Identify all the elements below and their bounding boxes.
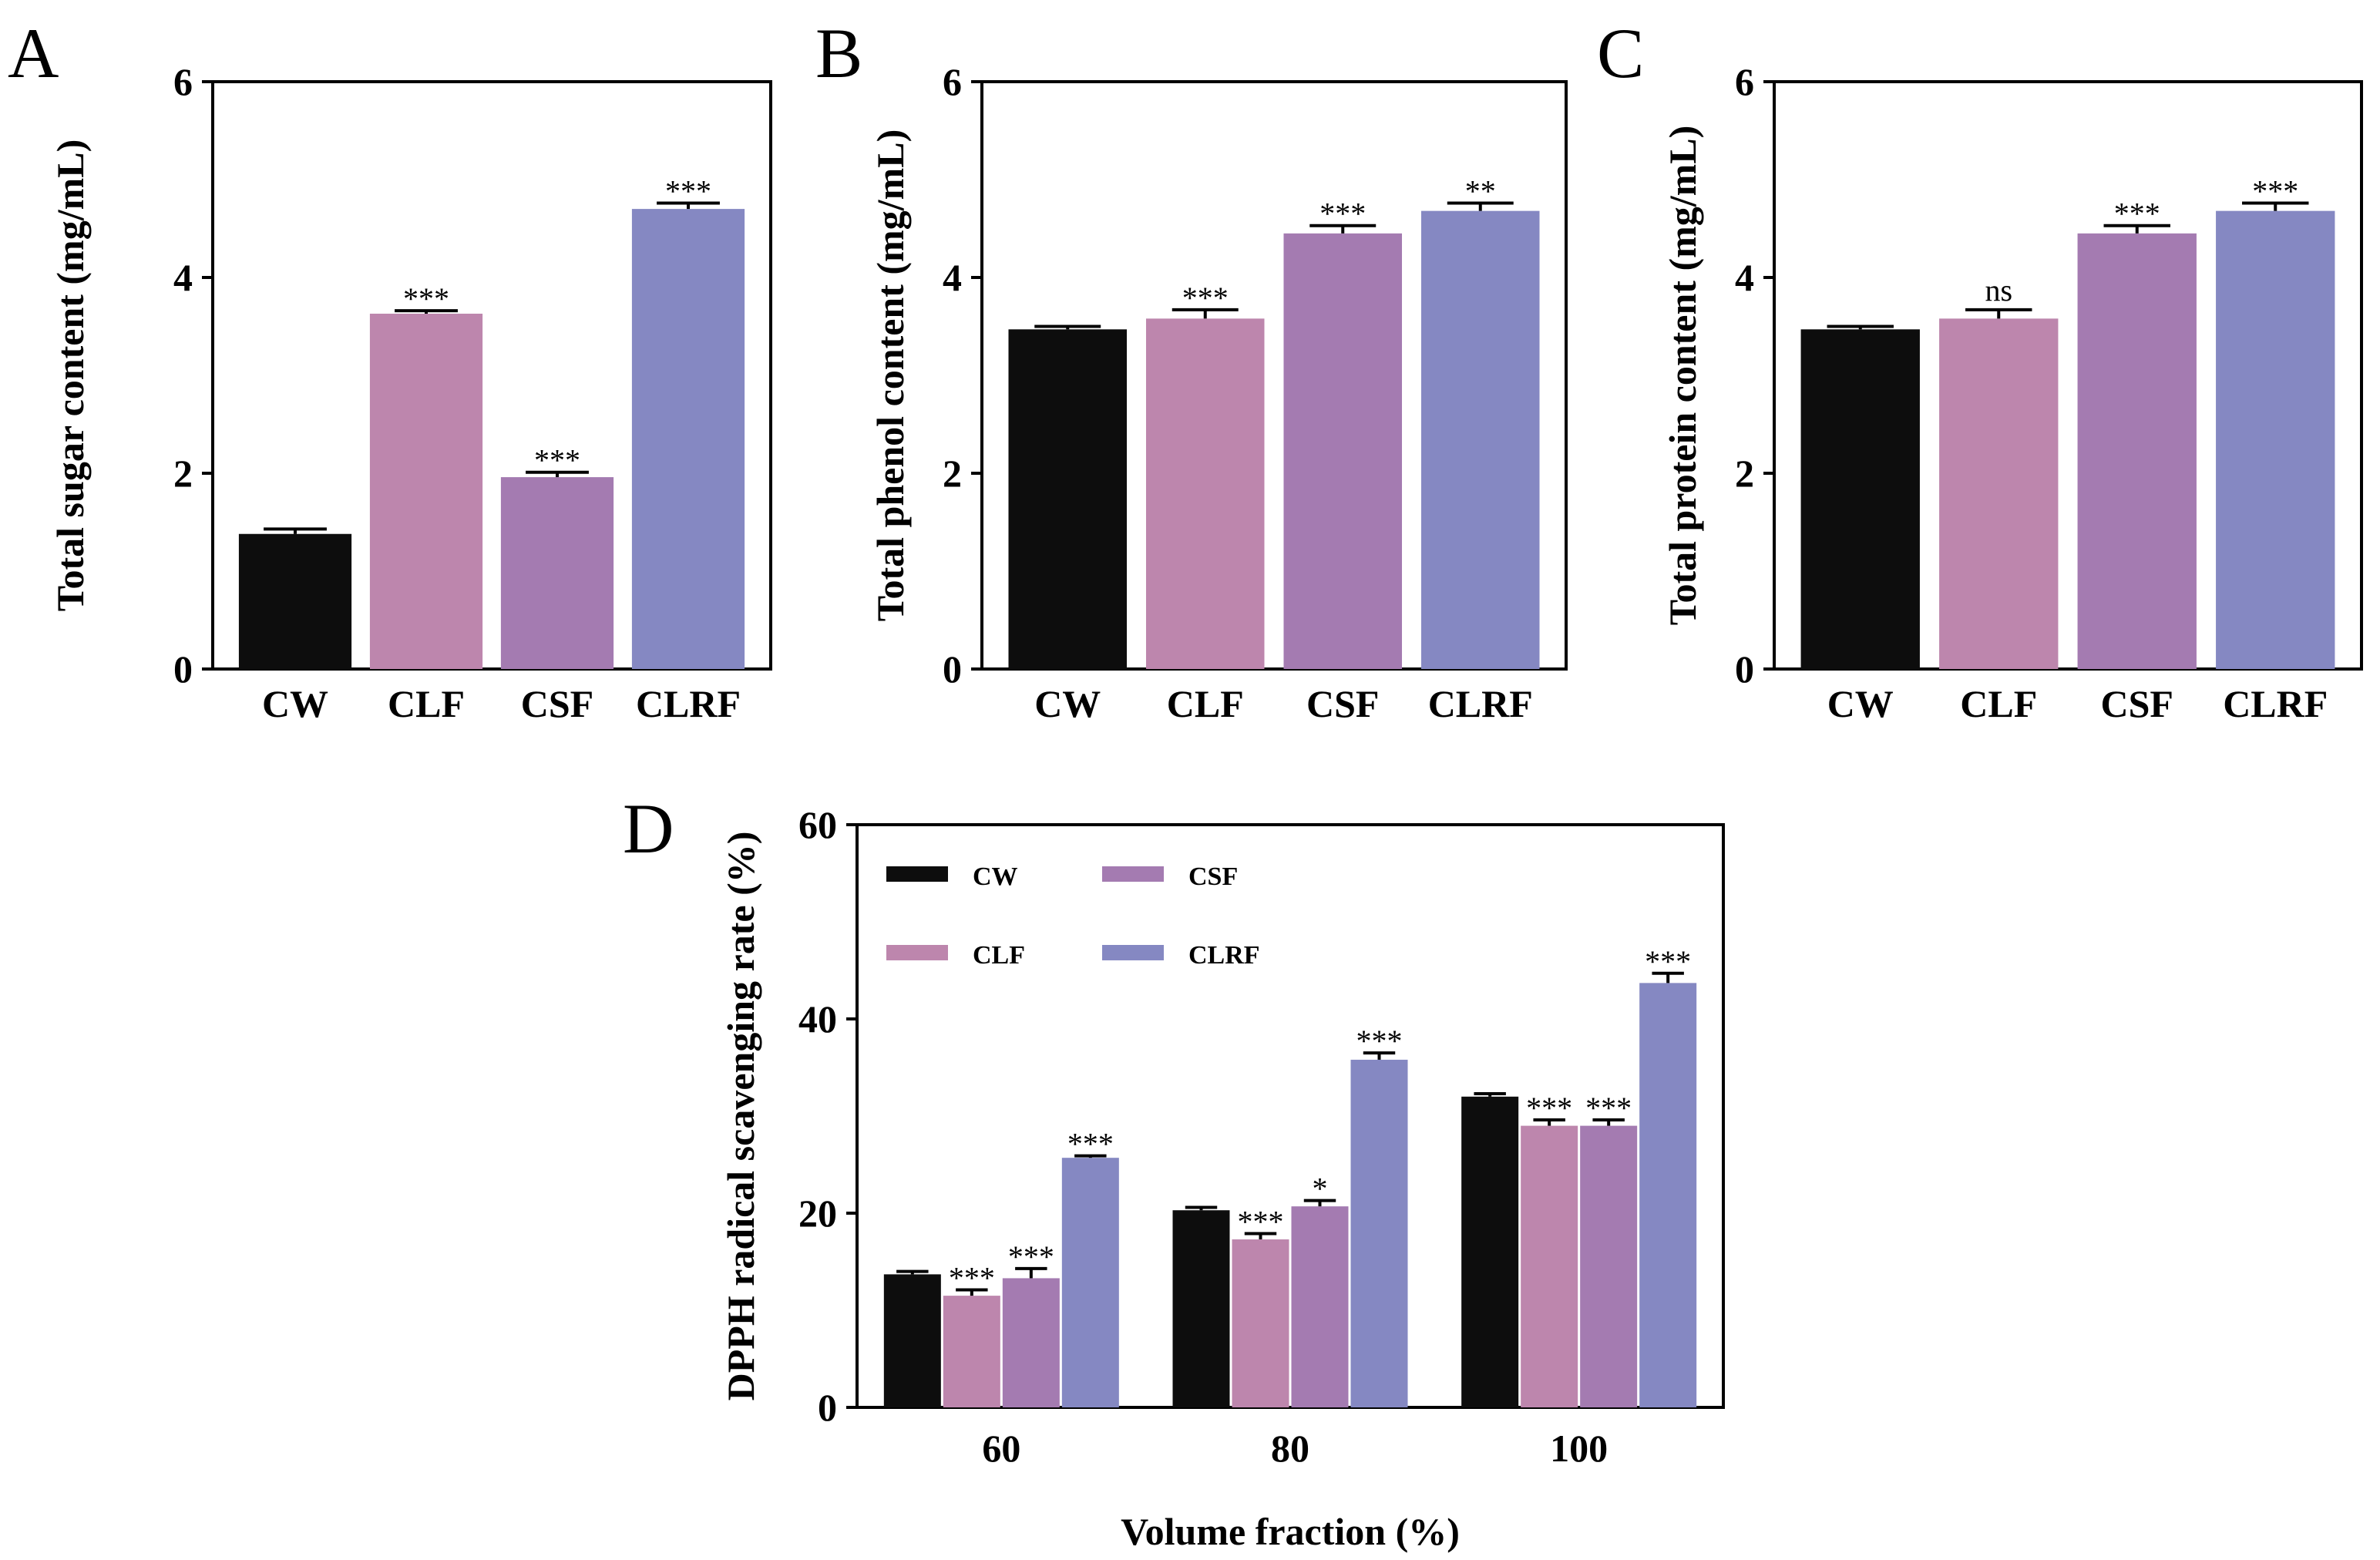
x-category-label-B-CW: CW xyxy=(1034,682,1101,725)
x-category-label-C-CSF: CSF xyxy=(2101,682,2173,725)
bar-B-CW xyxy=(1008,329,1128,669)
y-tick-label-D: 20 xyxy=(798,1192,837,1235)
y-tick-label-D: 40 xyxy=(798,997,837,1041)
y-axis-label-D: DPPH radical scavenging rate (%) xyxy=(719,832,762,1401)
significance-label-A-CLF: *** xyxy=(403,281,449,316)
x-category-label-C-CLF: CLF xyxy=(1960,682,2037,725)
bar-D-80-CSF xyxy=(1291,1206,1349,1407)
bar-C-CLRF xyxy=(2216,210,2335,669)
y-tick-label-D: 0 xyxy=(818,1386,837,1429)
y-axis-label-C: Total protein content (mg/mL) xyxy=(1661,126,1704,626)
bar-B-CLF xyxy=(1145,318,1265,669)
x-category-label-A-CLF: CLF xyxy=(388,682,465,725)
legend-swatch-CSF xyxy=(1102,866,1164,882)
bar-C-CSF xyxy=(2077,233,2197,670)
bar-D-100-CSF xyxy=(1580,1125,1638,1407)
plot-frame-D xyxy=(856,823,1725,1409)
panel-letter-B: B xyxy=(815,14,862,92)
panel-letter-C: C xyxy=(1597,14,1644,92)
plot-frame-C xyxy=(1773,80,2363,671)
significance-label-D-100-CSF: *** xyxy=(1585,1091,1632,1125)
x-category-label-B-CSF: CSF xyxy=(1306,682,1379,725)
bar-C-CW xyxy=(1800,329,1920,669)
significance-label-D-80-CLF: *** xyxy=(1238,1204,1284,1239)
legend-label-CSF: CSF xyxy=(1188,862,1238,891)
significance-label-D-100-CLRF: *** xyxy=(1645,944,1691,979)
significance-label-D-80-CSF: * xyxy=(1313,1172,1328,1206)
x-category-label-C-CW: CW xyxy=(1827,682,1894,725)
significance-label-D-60-CSF: *** xyxy=(1008,1239,1054,1274)
significance-label-D-100-CLF: *** xyxy=(1526,1091,1572,1125)
x-category-label-C-CLRF: CLRF xyxy=(2223,682,2328,725)
x-category-label-B-CLRF: CLRF xyxy=(1428,682,1533,725)
legend-swatch-CLRF xyxy=(1102,945,1164,960)
bar-D-100-CW xyxy=(1461,1096,1519,1407)
bar-D-100-CLF xyxy=(1521,1125,1578,1407)
bar-D-60-CW xyxy=(883,1274,941,1407)
bar-C-CLF xyxy=(1939,318,2059,669)
y-tick-label-A: 6 xyxy=(173,60,193,103)
y-tick-label-B: 4 xyxy=(943,256,962,299)
y-tick-label-D: 60 xyxy=(798,803,837,846)
x-category-label-B-CLF: CLF xyxy=(1167,682,1244,725)
plot-frame-B xyxy=(980,80,1568,671)
bar-A-CW xyxy=(238,533,352,669)
legend-swatch-CW xyxy=(886,866,948,882)
bar-D-60-CLF xyxy=(943,1296,1000,1407)
y-tick-label-B: 2 xyxy=(943,452,962,495)
legend-swatch-CLF xyxy=(886,945,948,960)
y-tick-label-C: 4 xyxy=(1735,256,1754,299)
y-tick-label-B: 0 xyxy=(943,647,962,691)
significance-label-B-CSF: *** xyxy=(1319,197,1366,231)
y-tick-label-C: 6 xyxy=(1735,60,1754,103)
bar-A-CSF xyxy=(500,477,614,669)
bar-D-60-CLRF xyxy=(1061,1158,1119,1407)
significance-label-A-CLRF: *** xyxy=(665,173,711,208)
y-tick-label-A: 4 xyxy=(173,256,193,299)
y-axis-label-A: Total sugar content (mg/mL) xyxy=(49,140,92,612)
significance-label-C-CSF: *** xyxy=(2114,197,2160,231)
legend-label-CW: CW xyxy=(973,862,1018,891)
significance-label-B-CLF: *** xyxy=(1182,281,1229,315)
panel-letter-A: A xyxy=(8,14,59,92)
y-tick-label-A: 2 xyxy=(173,452,193,495)
y-tick-label-C: 2 xyxy=(1735,452,1754,495)
y-tick-label-C: 0 xyxy=(1735,647,1754,691)
x-category-label-A-CW: CW xyxy=(262,682,328,725)
y-axis-label-B: Total phenol content (mg/mL) xyxy=(869,129,912,621)
significance-label-D-60-CLRF: *** xyxy=(1067,1127,1114,1162)
significance-label-C-CLF: ns xyxy=(1985,273,2012,308)
significance-label-B-CLRF: ** xyxy=(1465,173,1496,208)
bar-D-100-CLRF xyxy=(1639,983,1697,1407)
significance-label-D-60-CLF: *** xyxy=(949,1261,995,1296)
bar-A-CLRF xyxy=(631,209,745,670)
bar-D-80-CLRF xyxy=(1350,1059,1408,1407)
legend-label-CLF: CLF xyxy=(973,941,1025,970)
bar-A-CLF xyxy=(369,313,483,669)
significance-label-A-CSF: *** xyxy=(534,443,580,478)
significance-label-D-80-CLRF: *** xyxy=(1356,1024,1403,1058)
x-category-label-A-CSF: CSF xyxy=(521,682,593,725)
bar-B-CLRF xyxy=(1420,210,1540,669)
x-category-label-D-80: 80 xyxy=(1271,1427,1309,1470)
plot-frame-A xyxy=(211,80,772,671)
x-category-label-A-CLRF: CLRF xyxy=(636,682,741,725)
bar-D-80-CW xyxy=(1172,1210,1230,1407)
x-axis-label-D: Volume fraction (%) xyxy=(1121,1510,1460,1553)
bar-D-80-CLF xyxy=(1232,1239,1289,1407)
significance-label-C-CLRF: *** xyxy=(2252,173,2298,208)
panel-letter-D: D xyxy=(623,789,674,868)
y-tick-label-A: 0 xyxy=(173,647,193,691)
x-category-label-D-60: 60 xyxy=(982,1427,1020,1470)
bar-B-CSF xyxy=(1283,233,1403,670)
bar-D-60-CSF xyxy=(1002,1278,1060,1407)
y-tick-label-B: 6 xyxy=(943,60,962,103)
legend-label-CLRF: CLRF xyxy=(1188,941,1260,970)
x-category-label-D-100: 100 xyxy=(1550,1427,1608,1470)
